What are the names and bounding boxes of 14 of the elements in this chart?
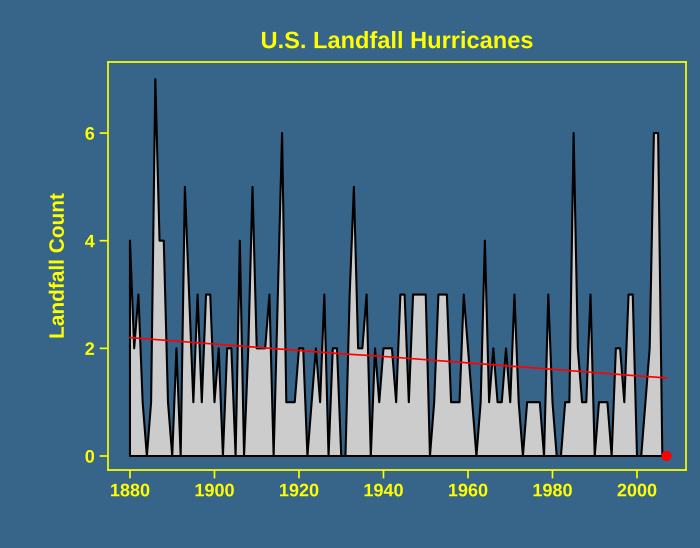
chart-title: U.S. Landfall Hurricanes [262, 31, 532, 48]
y-axis-title: Landfall Count [48, 193, 64, 338]
y-tick-label: 2 [85, 342, 94, 355]
x-tick-label: 1940 [364, 484, 403, 496]
y-tick-label: 6 [85, 126, 94, 140]
x-tick-label: 1960 [449, 484, 488, 496]
x-tick-label: 1900 [196, 484, 234, 496]
x-tick-label: 1880 [111, 484, 150, 496]
line-series [129, 336, 668, 379]
x-tick-label: 1920 [280, 484, 318, 496]
x-tick-label: 1980 [534, 484, 572, 496]
y-tick-label: 0 [85, 450, 94, 463]
x-tick-label: 2000 [618, 484, 656, 496]
y-tick-label: 4 [85, 234, 95, 248]
